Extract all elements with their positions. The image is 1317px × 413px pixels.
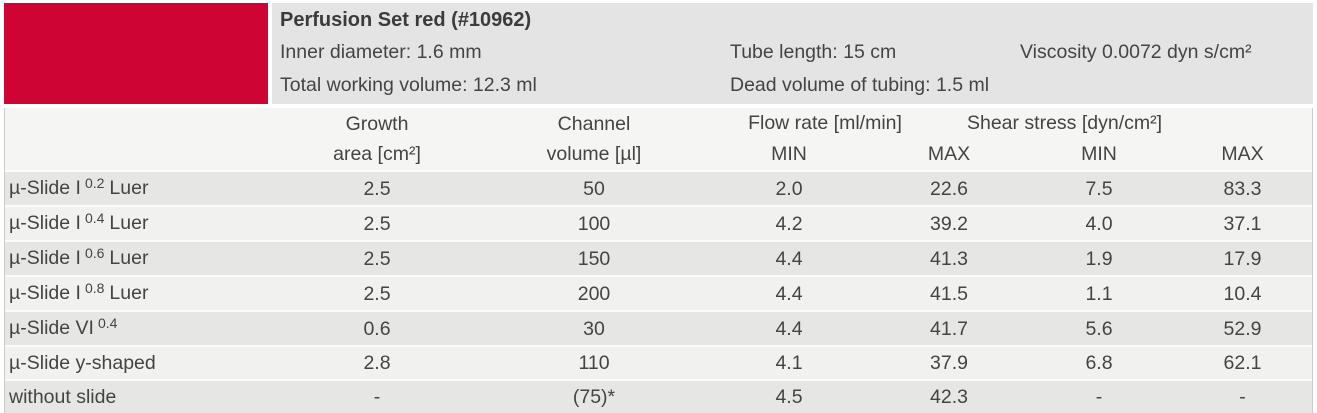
channel-volume-column-header: Channel volume [µl] [483,108,705,171]
product-color-swatch [4,3,268,104]
cell-growth-area: 0.6 [271,310,483,346]
cell-flow-min: 4.4 [705,310,873,346]
cell-flow-min: 4.4 [705,275,873,311]
tube-length-value: Tube length: 15 cm [730,41,897,63]
growth-area-column-header: Growth area [cm²] [271,108,483,171]
cell-flow-min: 4.4 [705,240,873,276]
inner-diameter-value: Inner diameter: 1.6 mm [280,41,482,63]
cell-flow-min: 4.1 [705,345,873,380]
cell-flow-min: 2.0 [705,170,873,206]
cell-flow-max: 39.2 [873,205,1026,241]
table-row: µ-Slide I 0.6 Luer 2.5 150 4.4 41.3 1.9 17… [5,240,1312,276]
table-row: µ-Slide I 0.4 Luer 2.5 100 4.2 39.2 4.0 37… [5,205,1312,241]
specs-table: Growth area [cm²] Channel volume [µl] Fl… [5,108,1312,413]
cell-shear-max: 62.1 [1173,345,1312,380]
cell-channel-volume: 50 [483,170,705,206]
cell-shear-max: 52.9 [1173,310,1312,346]
specs-table-wrapper: Growth area [cm²] Channel volume [µl] Fl… [4,108,1313,413]
slide-sup: 0.4 [84,210,105,226]
cell-flow-max: 41.3 [873,240,1026,276]
cell-shear-min: 6.8 [1025,345,1174,380]
slide-name: µ-Slide y-shaped [5,345,271,380]
flow-max-header: MAX [873,139,1026,171]
cell-growth-area: 2.5 [271,240,483,276]
table-row: µ-Slide VI 0.4 0.6 30 4.4 41.7 5.6 52.9 [5,310,1312,346]
cell-shear-min: 7.5 [1025,170,1174,206]
cell-shear-max: - [1173,379,1312,413]
dead-volume-value: Dead volume of tubing: 1.5 ml [730,73,990,96]
specs-table-body: µ-Slide I 0.2 Luer 2.5 50 2.0 22.6 7.5 83.… [5,170,1312,413]
slide-name: µ-Slide I 0.2 Luer [5,170,271,206]
cell-growth-area: 2.5 [271,205,483,241]
cell-growth-area: 2.5 [271,170,483,206]
cell-channel-volume: 100 [483,205,705,241]
cell-shear-min: 5.6 [1025,310,1174,346]
cell-growth-area: 2.5 [271,275,483,311]
cell-channel-volume: 110 [483,345,705,380]
cell-shear-max: 17.9 [1173,240,1312,276]
cell-growth-area: 2.8 [271,345,483,380]
section-divider [4,104,1313,108]
product-header: Perfusion Set red (#10962) Inner diamete… [4,3,1313,104]
viscosity-value: Viscosity 0.0072 dyn s/cm² [1020,41,1252,63]
cell-shear-max: 37.1 [1173,205,1312,241]
cell-flow-max: 41.7 [873,310,1026,346]
cell-shear-min: 1.1 [1025,275,1174,311]
slide-name: without slide [5,379,271,413]
shear-stress-group-header: Shear stress [dyn/cm²] [967,108,1312,139]
cell-shear-min: 1.9 [1025,240,1174,276]
cell-shear-max: 10.4 [1173,275,1312,311]
cell-channel-volume: 30 [483,310,705,346]
label-column-header [5,108,271,171]
shear-min-header: MIN [1025,139,1174,171]
table-row: µ-Slide I 0.2 Luer 2.5 50 2.0 22.6 7.5 83.… [5,170,1312,206]
slide-name: µ-Slide VI 0.4 [5,310,271,346]
cell-shear-min: - [1025,379,1174,413]
cell-flow-max: 42.3 [873,379,1026,413]
flow-min-header: MIN [705,139,873,171]
slide-sup: 0.8 [84,280,105,296]
table-row: µ-Slide y-shaped 2.8 110 4.1 37.9 6.8 62… [5,345,1312,380]
slide-name: µ-Slide I 0.4 Luer [5,205,271,241]
flow-rate-group-header: Flow rate [ml/min] [705,108,1026,139]
cell-shear-max: 83.3 [1173,170,1312,206]
shear-max-header: MAX [1173,139,1312,171]
cell-channel-volume: 200 [483,275,705,311]
slide-sup: 0.2 [84,175,105,191]
total-working-volume-value: Total working volume: 12.3 ml [280,73,537,96]
table-row: without slide - (75)* 4.5 42.3 - - [5,379,1312,413]
specs-table-header: Growth area [cm²] Channel volume [µl] Fl… [5,108,1312,171]
cell-flow-max: 22.6 [873,170,1026,206]
slide-sup: 0.4 [97,315,118,331]
slide-name: µ-Slide I 0.8 Luer [5,275,271,311]
cell-shear-min: 4.0 [1025,205,1174,241]
cell-growth-area: - [271,379,483,413]
spec-row-2: Total working volume: 12.3 ml Dead volum… [280,69,1313,102]
product-title: Perfusion Set red (#10962) [280,9,532,31]
slide-name: µ-Slide I 0.6 Luer [5,240,271,276]
cell-flow-min: 4.5 [705,379,873,413]
cell-channel-volume: 150 [483,240,705,276]
table-row: µ-Slide I 0.8 Luer 2.5 200 4.4 41.5 1.1 10… [5,275,1312,311]
spec-row-1: Inner diameter: 1.6 mm Tube length: 15 c… [280,36,1313,69]
cell-flow-max: 41.5 [873,275,1026,311]
slide-sup: 0.6 [84,245,105,261]
cell-channel-volume: (75)* [483,379,705,413]
cell-flow-max: 37.9 [873,345,1026,380]
cell-flow-min: 4.2 [705,205,873,241]
product-info-panel: Perfusion Set red (#10962) Inner diamete… [272,3,1313,104]
